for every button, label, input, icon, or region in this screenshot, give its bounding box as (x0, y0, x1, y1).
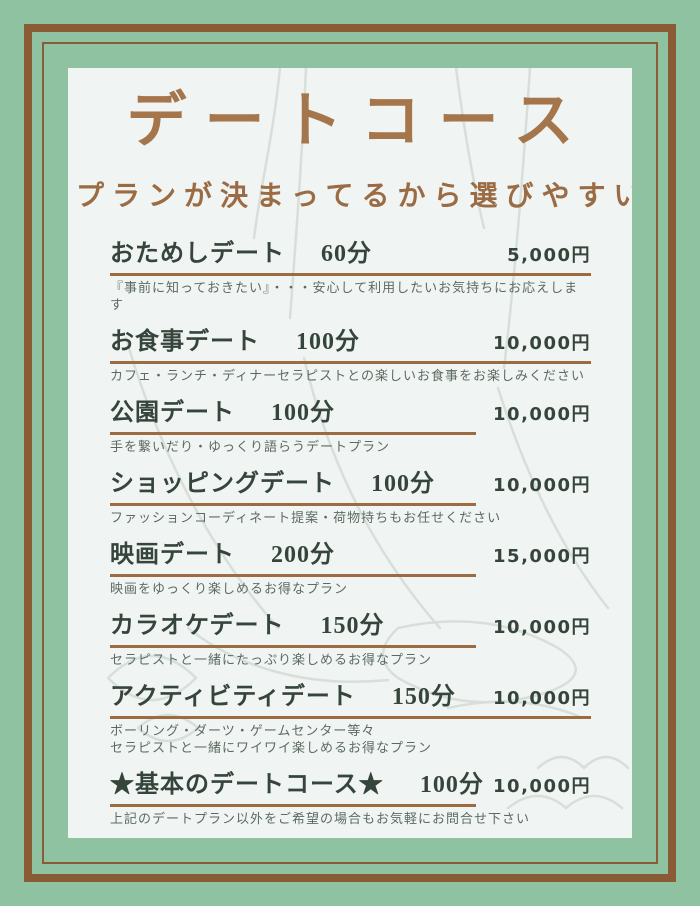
item-underline (110, 804, 476, 807)
item-description: ファッションコーディネート提案・荷物持ちもお任せください (110, 511, 502, 526)
item-underline (110, 645, 476, 648)
menu-item: アクティビティデート 150分 10,000円 ボーリング・ダーツ・ゲームセンター… (110, 682, 591, 757)
item-duration: 100分 (419, 772, 484, 798)
item-title: おためしデート 60分 (110, 239, 372, 269)
item-title: 映画デート 200分 (110, 540, 335, 570)
item-underline (110, 273, 591, 276)
item-duration: 150分 (320, 613, 385, 639)
item-duration: 150分 (391, 684, 456, 710)
item-price: 10,000円 (493, 776, 591, 797)
item-duration: 60分 (321, 241, 372, 267)
menu-item-header: カラオケデート 150分 10,000円 (110, 611, 591, 643)
item-price: 10,000円 (493, 333, 591, 354)
menu-item: おためしデート 60分 5,000円 『事前に知っておきたい』・・・安心して利用し… (110, 239, 591, 314)
menu-item: 映画デート 200分 15,000円 映画をゆっくり楽しめるお得なプラン (110, 540, 591, 598)
item-name: 公園デート (110, 400, 235, 426)
menu-item-header: お食事デート 100分 10,000円 (110, 327, 591, 359)
menu-item: ショッピングデート 100分 10,000円 ファッションコーディネート提案・荷物… (110, 469, 591, 527)
item-description: セラピストと一緒にたっぷり楽しめるお得なプラン (110, 653, 433, 668)
item-title: カラオケデート 150分 (110, 611, 385, 641)
menu-item-header: アクティビティデート 150分 10,000円 (110, 682, 591, 714)
menu-item: カラオケデート 150分 10,000円 セラピストと一緒にたっぷり楽しめるお得な… (110, 611, 591, 669)
menu-card: デートコース プランが決まってるから選びやすい おためしデート 60分 5,000… (68, 68, 632, 838)
item-price: 10,000円 (493, 404, 591, 425)
item-price: 10,000円 (493, 617, 591, 638)
item-title: ショッピングデート 100分 (110, 469, 435, 499)
item-underline (110, 432, 476, 435)
menu-item-header: 映画デート 200分 15,000円 (110, 540, 591, 572)
item-description: 上記のデートプラン以外をご希望の場合もお気軽にお問合せ下さい (110, 812, 531, 827)
menu-item: 公園デート 100分 10,000円 手を繋いだり・ゆっくり語らうデートプラン (110, 398, 591, 456)
item-description: 手を繋いだり・ゆっくり語らうデートプラン (110, 440, 391, 455)
menu-item-header: 公園デート 100分 10,000円 (110, 398, 591, 430)
item-duration: 100分 (371, 471, 435, 497)
item-title: ★基本のデートコース★ 100分 (110, 770, 484, 800)
item-name: ショッピングデート (110, 471, 335, 497)
item-title: アクティビティデート 150分 (110, 682, 456, 712)
menu-item-header: ★基本のデートコース★ 100分 10,000円 (110, 770, 591, 802)
decorative-inner-border: デートコース プランが決まってるから選びやすい おためしデート 60分 5,000… (42, 42, 658, 864)
item-duration: 100分 (296, 329, 360, 355)
item-price: 5,000円 (507, 245, 591, 266)
item-title: お食事デート 100分 (110, 327, 360, 357)
item-underline (110, 574, 476, 577)
item-description: ボーリング・ダーツ・ゲームセンター等々 セラピストと一緒にワイワイ楽しめるお得な… (110, 724, 433, 756)
item-description: 『事前に知っておきたい』・・・安心して利用したいお気持ちにお応えします (110, 281, 579, 313)
item-duration: 100分 (271, 400, 335, 426)
item-duration: 200分 (271, 542, 335, 568)
decorative-outer-border: デートコース プランが決まってるから選びやすい おためしデート 60分 5,000… (24, 24, 676, 882)
item-underline (110, 503, 476, 506)
page-title: デートコース (126, 86, 592, 156)
page-subtitle: プランが決まってるから選びやすい (76, 179, 632, 212)
item-price: 15,000円 (493, 546, 591, 567)
item-name: お食事デート (110, 329, 260, 355)
menu-list: おためしデート 60分 5,000円 『事前に知っておきたい』・・・安心して利用し… (110, 239, 591, 838)
item-price: 10,000円 (493, 688, 591, 709)
item-price: 10,000円 (493, 475, 591, 496)
item-description: カフェ・ランチ・ディナーセラピストとの楽しいお食事をお楽しみください (110, 369, 585, 384)
item-name: アクティビティデート (110, 684, 356, 710)
item-underline (110, 716, 591, 719)
item-name: おためしデート (110, 241, 285, 267)
menu-item: お食事デート 100分 10,000円 カフェ・ランチ・ディナーセラピストとの楽し… (110, 327, 591, 385)
item-description: 映画をゆっくり楽しめるお得なプラン (110, 582, 349, 597)
menu-item-header: ショッピングデート 100分 10,000円 (110, 469, 591, 501)
item-name: カラオケデート (110, 613, 285, 639)
item-underline (110, 361, 591, 364)
item-title: 公園デート 100分 (110, 398, 335, 428)
item-name: ★基本のデートコース★ (110, 772, 384, 798)
menu-item-header: おためしデート 60分 5,000円 (110, 239, 591, 271)
item-name: 映画デート (110, 542, 235, 568)
menu-item: ★基本のデートコース★ 100分 10,000円 上記のデートプラン以外をご希望の… (110, 770, 591, 828)
